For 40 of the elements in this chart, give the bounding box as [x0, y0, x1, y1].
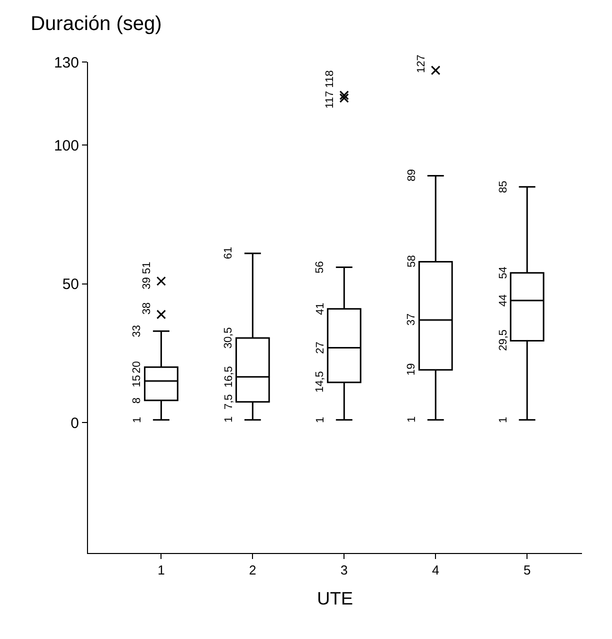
- x-tick-label: 2: [249, 562, 256, 578]
- annotation: 1: [222, 416, 235, 423]
- annotation: 7,5: [222, 394, 235, 410]
- annotation: 85: [497, 180, 510, 193]
- annotation: 15: [131, 374, 144, 388]
- annotation: 41: [314, 302, 326, 316]
- y-tick-label: 130: [54, 54, 79, 72]
- annotation: 20: [131, 361, 144, 374]
- x-tick-label: 3: [340, 562, 348, 578]
- annotation: 38: [140, 302, 153, 315]
- x-tick-label: 4: [432, 562, 440, 578]
- annotation: 58: [406, 255, 418, 268]
- y-tick-label: 50: [62, 276, 79, 294]
- annotation: 117 118: [324, 70, 336, 108]
- annotation: 127: [415, 54, 428, 73]
- annotation: 56: [314, 261, 326, 274]
- x-tick-label: 1: [158, 562, 165, 578]
- annotation: 54: [497, 266, 510, 279]
- chart-title: Duración (seg): [30, 12, 162, 35]
- x-axis-title: UTE: [317, 588, 353, 609]
- annotation: 14,5: [314, 371, 326, 393]
- annotation: 30,5: [222, 327, 235, 349]
- annotation: 1: [406, 416, 418, 422]
- y-tick-label: 100: [54, 137, 79, 154]
- annotation: 37: [406, 313, 418, 326]
- annotation: 61: [222, 246, 234, 260]
- annotation: 1: [314, 416, 326, 423]
- annotation: 27: [314, 342, 326, 354]
- annotation: 8: [130, 397, 143, 404]
- annotation: 1: [131, 416, 144, 424]
- annotation: 1: [497, 416, 510, 423]
- annotation: 19: [406, 363, 418, 376]
- annotation: 89: [406, 169, 418, 182]
- annotation: 44: [498, 294, 510, 307]
- annotation: 29,5: [497, 329, 510, 351]
- x-tick-label: 5: [523, 562, 531, 578]
- y-tick-label: 0: [70, 414, 79, 432]
- annotation: 39 51: [141, 262, 154, 290]
- annotation: 16,5: [222, 366, 235, 388]
- annotation: 33: [131, 325, 144, 338]
